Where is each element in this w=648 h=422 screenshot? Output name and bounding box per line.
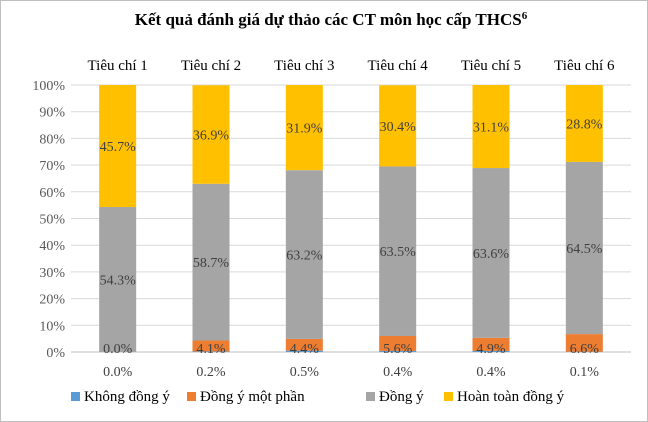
y-tick-label: 80% [39, 132, 65, 147]
data-label: 0.0% [103, 365, 133, 380]
y-tick-label: 10% [39, 319, 65, 334]
category-label: Tiêu chí 2 [181, 58, 241, 74]
legend-label: Hoàn toàn đồng ý [457, 389, 565, 405]
bar-segment-hoàn-toàn-đồng-ý [285, 85, 323, 171]
data-label: 63.5% [380, 245, 417, 260]
bar-segment-hoàn-toàn-đồng-ý [565, 85, 603, 162]
chart-title-superscript: 6 [522, 10, 528, 22]
bar-segment-không-đồng-ý [192, 351, 230, 352]
bar-segment-đồng-ý-một-phần [379, 335, 417, 351]
data-label: 0.5% [290, 365, 320, 380]
data-label: 0.1% [570, 365, 600, 380]
category-label: Tiêu chí 6 [554, 58, 615, 74]
category-label: Tiêu chí 3 [274, 58, 334, 74]
bar-segment-hoàn-toàn-đồng-ý [472, 85, 510, 169]
bar-segment-đồng-ý-một-phần [472, 337, 510, 351]
bar-segment-đồng-ý [472, 168, 510, 338]
category-label: Tiêu chí 4 [368, 58, 429, 74]
category-label: Tiêu chí 5 [461, 58, 521, 74]
data-label: 31.9% [286, 122, 323, 137]
y-tick-label: 30% [39, 266, 65, 281]
y-tick-label: 90% [39, 106, 65, 121]
bar-segment-không-đồng-ý [472, 350, 510, 352]
bar-segment-đồng-ý [99, 207, 137, 352]
data-label: 36.9% [193, 129, 230, 144]
bar-segment-đồng-ý [565, 161, 603, 335]
data-label: 5.6% [383, 342, 413, 357]
bar-segment-đồng-ý [379, 166, 417, 336]
data-label: 6.6% [570, 342, 600, 357]
y-tick-label: 0% [46, 346, 65, 361]
bar-segment-không-đồng-ý [285, 350, 323, 352]
bar-segment-hoàn-toàn-đồng-ý [192, 85, 230, 184]
data-label: 0.4% [383, 365, 413, 380]
bar-segment-đồng-ý [285, 170, 323, 339]
data-label: 54.3% [100, 274, 137, 289]
bar-segment-hoàn-toàn-đồng-ý [99, 85, 137, 208]
category-label: Tiêu chí 1 [88, 58, 148, 74]
bar-segment-đồng-ý-một-phần [565, 334, 603, 352]
data-label: 45.7% [100, 140, 137, 155]
bar-segment-đồng-ý [192, 183, 230, 341]
chart-title: Kết quả đánh giá dự thảo các CT môn học … [135, 10, 528, 29]
data-label: 30.4% [380, 120, 417, 135]
y-tick-label: 20% [39, 293, 65, 308]
bar-segment-hoàn-toàn-đồng-ý [379, 85, 417, 167]
data-label: 64.5% [566, 242, 603, 257]
y-tick-label: 100% [32, 79, 65, 94]
data-label: 0.4% [476, 365, 506, 380]
data-label: 63.6% [473, 247, 510, 262]
legend-label: Đồng ý [379, 389, 424, 405]
y-tick-label: 40% [39, 239, 65, 254]
legend-swatch [366, 392, 375, 401]
y-tick-label: 60% [39, 186, 65, 201]
legend-swatch [71, 392, 80, 401]
legend-label: Đồng ý một phần [200, 389, 305, 405]
bar-segment-đồng-ý-một-phần [285, 338, 323, 351]
legend-label: Không đồng ý [84, 389, 170, 405]
data-label: 58.7% [193, 256, 230, 271]
data-label: 28.8% [566, 117, 603, 132]
legend-swatch [444, 392, 453, 401]
y-tick-label: 70% [39, 159, 65, 174]
chart-title-text: Kết quả đánh giá dự thảo các CT môn học … [135, 10, 522, 29]
legend-swatch [187, 392, 196, 401]
data-label: 0.0% [103, 342, 133, 357]
data-label: 4.4% [290, 342, 320, 357]
bar-segment-không-đồng-ý [379, 350, 417, 352]
bar-segment-đồng-ý-một-phần [192, 340, 230, 352]
data-label: 4.9% [476, 342, 506, 357]
data-label: 63.2% [286, 249, 323, 264]
data-label: 31.1% [473, 121, 510, 136]
y-tick-label: 50% [39, 213, 65, 228]
data-label: 0.2% [196, 365, 226, 380]
data-label: 4.1% [196, 342, 226, 357]
